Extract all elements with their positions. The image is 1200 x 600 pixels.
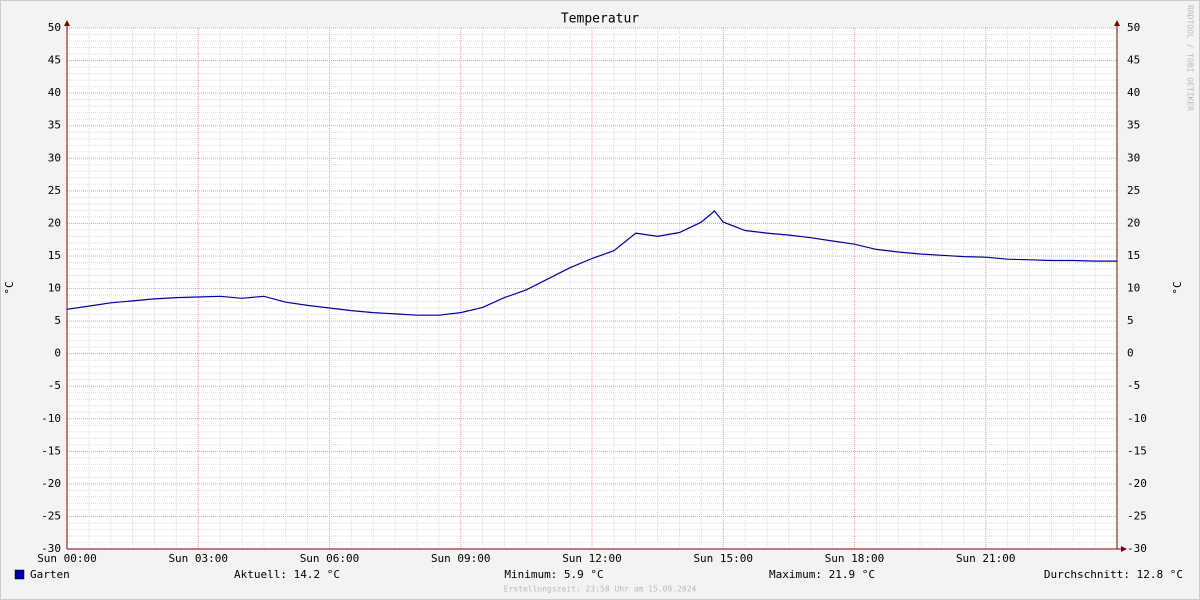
y-tick-label: 0 <box>54 347 61 360</box>
y2-tick-label: 35 <box>1127 119 1140 132</box>
y2-axis-label: °C <box>1171 281 1184 294</box>
x-tick-label: Sun 21:00 <box>956 552 1016 565</box>
legend-stat: Durchschnitt: 12.8 °C <box>1044 568 1183 581</box>
y2-tick-label: 15 <box>1127 249 1140 262</box>
y2-tick-label: 45 <box>1127 54 1140 67</box>
y-tick-label: -10 <box>41 412 61 425</box>
y2-tick-label: -10 <box>1127 412 1147 425</box>
x-tick-label: Sun 12:00 <box>562 552 622 565</box>
y2-tick-label: -15 <box>1127 444 1147 457</box>
chart-title: Temperatur <box>561 12 639 27</box>
watermark: RRDTOOL / TOBI OETIKER <box>1186 5 1195 111</box>
y-tick-label: 25 <box>48 184 61 197</box>
y2-tick-label: 20 <box>1127 216 1140 229</box>
legend-stat: Minimum: 5.9 °C <box>504 568 603 581</box>
y-tick-label: -15 <box>41 444 61 457</box>
y-tick-label: -20 <box>41 477 61 490</box>
x-tick-label: Sun 15:00 <box>693 552 753 565</box>
y2-tick-label: -20 <box>1127 477 1147 490</box>
axis-arrow <box>64 20 70 26</box>
axis-arrow <box>1114 20 1120 26</box>
footer: Erstellungszeit: 23:58 Uhr am 15.09.2024 <box>504 585 697 594</box>
series-line <box>66 210 1117 316</box>
x-tick-label: Sun 06:00 <box>300 552 360 565</box>
y2-tick-label: -30 <box>1127 542 1147 555</box>
y-tick-label: 40 <box>48 86 61 99</box>
y-tick-label: 50 <box>48 21 61 34</box>
y2-tick-label: 50 <box>1127 21 1140 34</box>
x-tick-label: Sun 00:00 <box>37 552 97 565</box>
y-tick-label: -30 <box>41 542 61 555</box>
y-tick-label: -25 <box>41 509 61 522</box>
y-tick-label: 45 <box>48 54 61 67</box>
y2-tick-label: 40 <box>1127 86 1140 99</box>
y-tick-label: 30 <box>48 151 61 164</box>
y2-tick-label: 30 <box>1127 151 1140 164</box>
y-axis-label: °C <box>3 281 16 294</box>
x-tick-label: Sun 09:00 <box>431 552 491 565</box>
y2-tick-label: 0 <box>1127 347 1134 360</box>
legend-swatch <box>14 569 25 580</box>
y2-tick-label: 5 <box>1127 314 1134 327</box>
y-tick-label: 10 <box>48 282 61 295</box>
y2-tick-label: 10 <box>1127 282 1140 295</box>
x-tick-label: Sun 03:00 <box>168 552 228 565</box>
y2-tick-label: -25 <box>1127 509 1147 522</box>
legend-label: Garten <box>30 568 70 581</box>
x-tick-label: Sun 18:00 <box>825 552 885 565</box>
axis-arrow <box>1121 546 1127 552</box>
y-tick-label: 35 <box>48 119 61 132</box>
y-tick-label: 5 <box>54 314 61 327</box>
legend-stat: Aktuell: 14.2 °C <box>234 568 340 581</box>
y-tick-label: 15 <box>48 249 61 262</box>
y-tick-label: 20 <box>48 216 61 229</box>
y2-tick-label: -5 <box>1127 379 1140 392</box>
y2-tick-label: 25 <box>1127 184 1140 197</box>
y-tick-label: -5 <box>48 379 61 392</box>
legend-stat: Maximum: 21.9 °C <box>769 568 875 581</box>
